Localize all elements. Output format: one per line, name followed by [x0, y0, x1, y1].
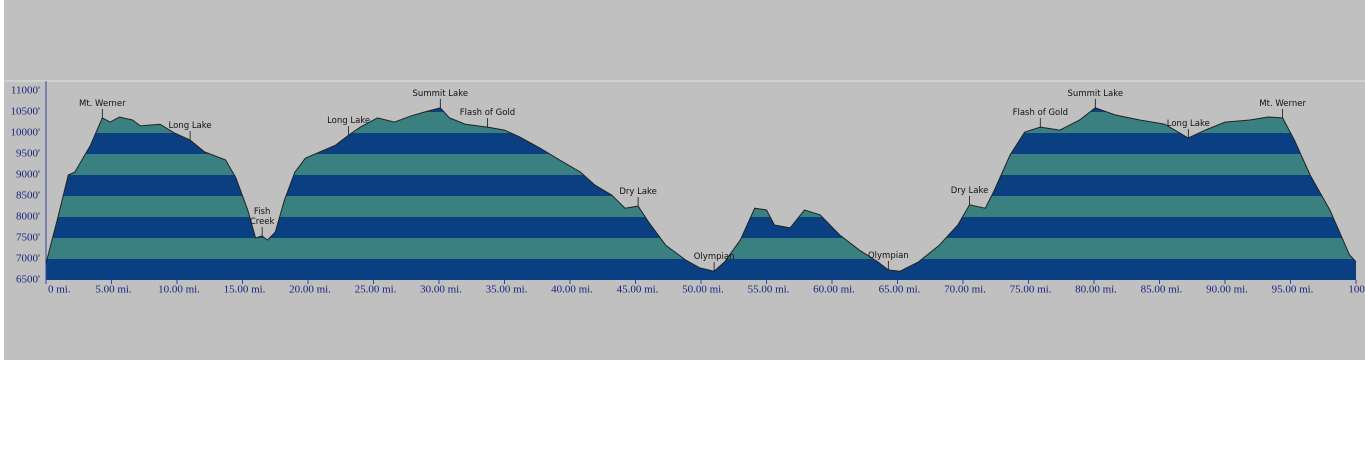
y-tick-label: 8000' — [16, 211, 40, 223]
x-tick-label: 85.00 mi. — [1141, 284, 1183, 296]
y-tick-label: 9000' — [16, 169, 40, 181]
x-tick-label: 0 mi. — [48, 284, 71, 296]
x-tick-label: 40.00 mi. — [551, 284, 593, 296]
x-tick-label: 70.00 mi. — [944, 284, 986, 296]
x-tick-label: 25.00 mi. — [355, 284, 397, 296]
annotation-label: Dry Lake — [619, 187, 657, 197]
x-tick-label: 80.00 mi. — [1075, 284, 1117, 296]
annotation-label: Long Lake — [1167, 119, 1210, 129]
x-tick-label: 20.00 mi. — [289, 284, 331, 296]
x-tick-label: 55.00 mi. — [748, 284, 790, 296]
x-tick-label: 100. — [1348, 284, 1365, 296]
x-tick-label: 45.00 mi. — [617, 284, 659, 296]
x-tick-label: 35.00 mi. — [486, 284, 528, 296]
elevation-profile — [45, 107, 1357, 272]
x-tick-label: 60.00 mi. — [813, 284, 855, 296]
annotation-label: Summit Lake — [413, 89, 469, 99]
annotation-label: Flash of Gold — [1013, 108, 1068, 118]
x-tick-label: 50.00 mi. — [682, 284, 724, 296]
x-tick-label: 95.00 mi. — [1272, 284, 1314, 296]
annotation-label: Dry Lake — [951, 186, 989, 196]
annotation-label: Summit Lake — [1068, 89, 1124, 99]
y-tick-label: 9500' — [16, 148, 40, 160]
x-tick-label: 10.00 mi. — [158, 284, 200, 296]
y-tick-label: 10500' — [11, 106, 41, 118]
annotation-label: Olympian — [694, 252, 735, 262]
annotation-label: Olympian — [868, 251, 909, 261]
annotation-label: Mt. Werner — [79, 99, 126, 109]
x-tick-label: 15.00 mi. — [224, 284, 266, 296]
y-tick-label: 6500' — [16, 274, 40, 286]
annotation-label: Long Lake — [327, 116, 370, 126]
y-tick-label: 11000' — [11, 85, 40, 97]
annotation-label: Long Lake — [169, 121, 212, 131]
x-tick-label: 5.00 mi. — [95, 284, 132, 296]
x-tick-label: 75.00 mi. — [1010, 284, 1052, 296]
annotation-label: Mt. Werner — [1259, 99, 1306, 109]
y-tick-label: 7500' — [16, 232, 40, 244]
x-tick-label: 65.00 mi. — [879, 284, 921, 296]
x-tick-label: 90.00 mi. — [1206, 284, 1248, 296]
elevation-band — [46, 259, 1356, 280]
annotation-label: Flash of Gold — [460, 108, 515, 118]
y-tick-label: 8500' — [16, 190, 40, 202]
x-tick-label: 30.00 mi. — [420, 284, 462, 296]
y-tick-label: 7000' — [16, 253, 40, 265]
annotation-label: Fish Creek — [250, 207, 275, 227]
y-tick-label: 10000' — [11, 127, 41, 139]
